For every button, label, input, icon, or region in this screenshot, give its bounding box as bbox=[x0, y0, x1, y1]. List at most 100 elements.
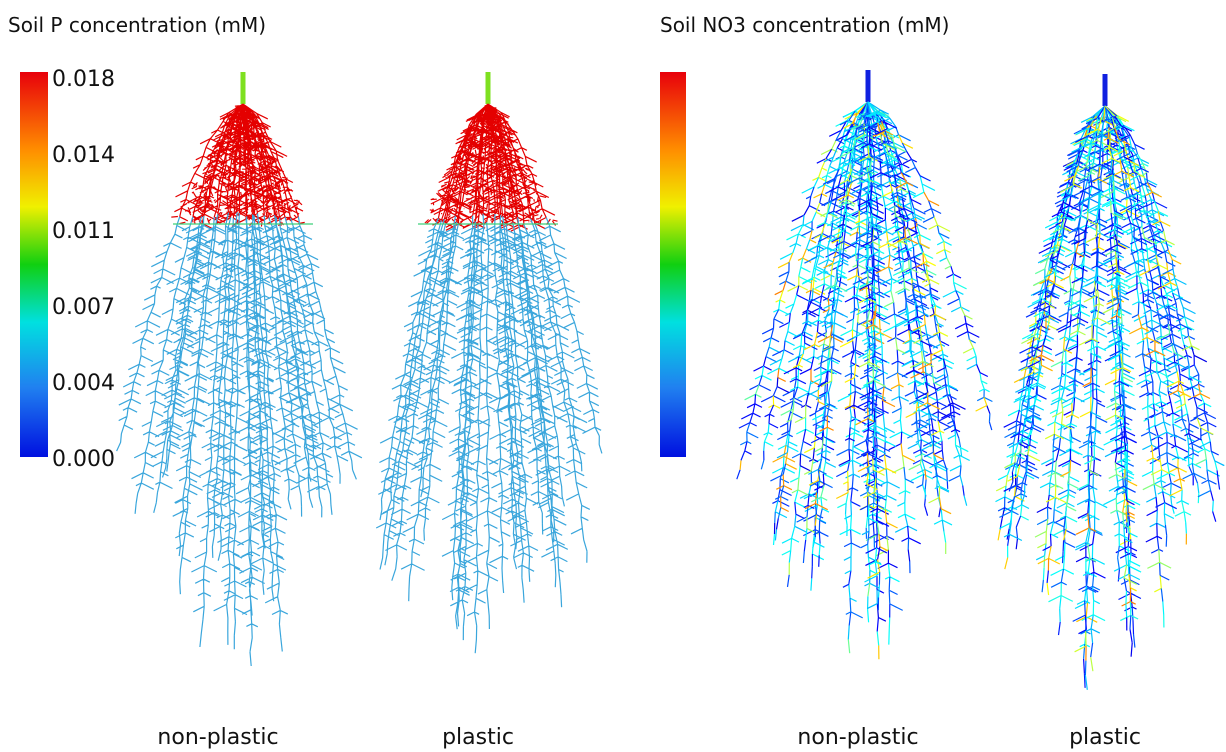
root bbox=[1135, 195, 1148, 212]
root bbox=[853, 249, 948, 339]
root bbox=[788, 122, 895, 575]
root bbox=[1010, 423, 1032, 441]
root bbox=[1106, 342, 1187, 409]
root bbox=[1088, 275, 1194, 579]
root bbox=[809, 230, 817, 244]
root bbox=[852, 253, 867, 270]
root bbox=[1062, 183, 1168, 209]
root bbox=[1068, 295, 1217, 493]
root bbox=[1072, 162, 1205, 622]
root bbox=[997, 284, 1125, 541]
root bbox=[1003, 343, 1117, 519]
root bbox=[863, 478, 877, 499]
root bbox=[738, 340, 862, 429]
root bbox=[1045, 283, 1060, 300]
root bbox=[1100, 180, 1115, 199]
root bbox=[791, 205, 810, 222]
root bbox=[777, 252, 919, 345]
root bbox=[1075, 421, 1178, 551]
root bbox=[854, 123, 889, 557]
root bbox=[804, 492, 828, 511]
root bbox=[806, 516, 819, 535]
root bbox=[1049, 115, 1126, 605]
root bbox=[1084, 287, 1123, 504]
root bbox=[1101, 188, 1127, 209]
colorbar-tick-label: 0.000 bbox=[52, 447, 115, 472]
root bbox=[1011, 176, 1164, 602]
root bbox=[1086, 149, 1181, 341]
root bbox=[794, 140, 961, 520]
root bbox=[812, 167, 829, 183]
root bbox=[896, 179, 910, 194]
root bbox=[944, 257, 952, 270]
root bbox=[1147, 549, 1172, 569]
root bbox=[836, 183, 855, 500]
root bbox=[1040, 355, 1053, 372]
root bbox=[1129, 314, 1150, 335]
root bbox=[860, 375, 882, 456]
root bbox=[780, 325, 905, 408]
root bbox=[905, 208, 923, 223]
root bbox=[912, 275, 929, 292]
root bbox=[873, 254, 933, 348]
root bbox=[768, 395, 781, 409]
root bbox=[1101, 138, 1127, 165]
root bbox=[1162, 334, 1190, 371]
root bbox=[776, 216, 918, 491]
root bbox=[891, 137, 907, 153]
root bbox=[772, 408, 902, 474]
root bbox=[1120, 185, 1149, 622]
root bbox=[1103, 127, 1120, 144]
condition-label: plastic bbox=[442, 725, 514, 750]
root bbox=[1044, 393, 1186, 440]
root bbox=[866, 358, 991, 562]
root bbox=[768, 140, 962, 465]
root bbox=[1067, 304, 1133, 643]
root bbox=[1073, 190, 1192, 635]
root bbox=[890, 184, 907, 201]
colorbar-tick-label: 0.018 bbox=[52, 67, 115, 92]
root bbox=[890, 372, 904, 390]
root bbox=[1110, 339, 1214, 538]
root bbox=[1075, 513, 1097, 535]
root bbox=[894, 205, 907, 222]
root bbox=[424, 103, 558, 232]
root bbox=[1047, 390, 1182, 428]
root bbox=[806, 370, 925, 479]
root bbox=[933, 323, 949, 337]
root bbox=[1072, 163, 1199, 430]
root bbox=[904, 381, 916, 397]
root bbox=[867, 583, 871, 597]
root bbox=[780, 191, 940, 513]
root bbox=[859, 150, 918, 399]
root bbox=[1197, 479, 1212, 498]
root bbox=[1122, 363, 1134, 383]
root bbox=[1078, 344, 1192, 635]
root bbox=[1081, 600, 1106, 622]
root bbox=[1123, 146, 1208, 363]
root bbox=[1051, 374, 1142, 573]
colorbar-tick-label: 0.007 bbox=[52, 295, 115, 320]
root bbox=[768, 115, 882, 541]
root bbox=[1015, 207, 1146, 528]
root bbox=[868, 164, 901, 509]
root bbox=[897, 298, 955, 431]
root bbox=[1145, 182, 1162, 198]
root bbox=[903, 247, 957, 400]
root bbox=[1011, 205, 1091, 482]
root bbox=[1020, 258, 1146, 505]
root bbox=[956, 323, 980, 338]
root bbox=[1050, 349, 1065, 368]
root bbox=[811, 485, 828, 503]
root bbox=[1034, 519, 1049, 538]
root bbox=[1181, 336, 1200, 351]
root bbox=[1070, 277, 1094, 299]
root bbox=[804, 436, 816, 454]
root bbox=[1048, 202, 1160, 603]
root bbox=[839, 168, 854, 185]
root bbox=[960, 306, 973, 320]
root bbox=[1065, 403, 1080, 419]
root bbox=[863, 156, 902, 414]
root bbox=[1051, 202, 1172, 554]
root bbox=[1060, 185, 1074, 202]
